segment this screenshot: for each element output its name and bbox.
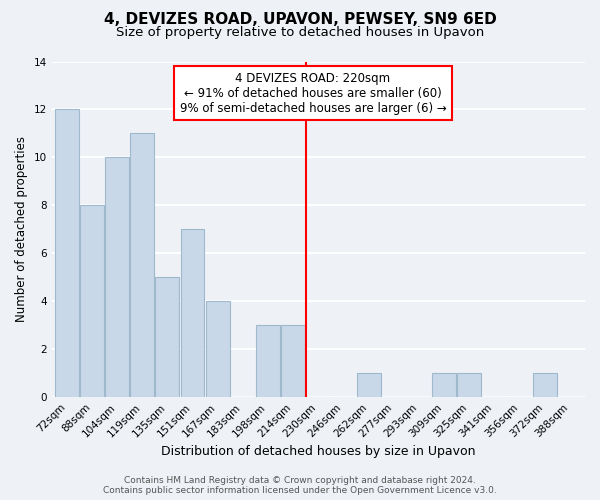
Text: Contains HM Land Registry data © Crown copyright and database right 2024.
Contai: Contains HM Land Registry data © Crown c… bbox=[103, 476, 497, 495]
Bar bbox=[130, 134, 154, 397]
X-axis label: Distribution of detached houses by size in Upavon: Distribution of detached houses by size … bbox=[161, 444, 476, 458]
Bar bbox=[432, 373, 456, 397]
Bar bbox=[181, 230, 205, 397]
Text: 4, DEVIZES ROAD, UPAVON, PEWSEY, SN9 6ED: 4, DEVIZES ROAD, UPAVON, PEWSEY, SN9 6ED bbox=[104, 12, 496, 26]
Bar bbox=[256, 326, 280, 397]
Bar bbox=[356, 373, 380, 397]
Bar bbox=[155, 278, 179, 397]
Text: 4 DEVIZES ROAD: 220sqm
← 91% of detached houses are smaller (60)
9% of semi-deta: 4 DEVIZES ROAD: 220sqm ← 91% of detached… bbox=[179, 72, 446, 114]
Bar bbox=[457, 373, 481, 397]
Bar bbox=[55, 110, 79, 397]
Y-axis label: Number of detached properties: Number of detached properties bbox=[15, 136, 28, 322]
Bar bbox=[105, 158, 129, 397]
Bar bbox=[80, 206, 104, 397]
Text: Size of property relative to detached houses in Upavon: Size of property relative to detached ho… bbox=[116, 26, 484, 39]
Bar bbox=[206, 302, 230, 397]
Bar bbox=[533, 373, 557, 397]
Bar bbox=[281, 326, 305, 397]
